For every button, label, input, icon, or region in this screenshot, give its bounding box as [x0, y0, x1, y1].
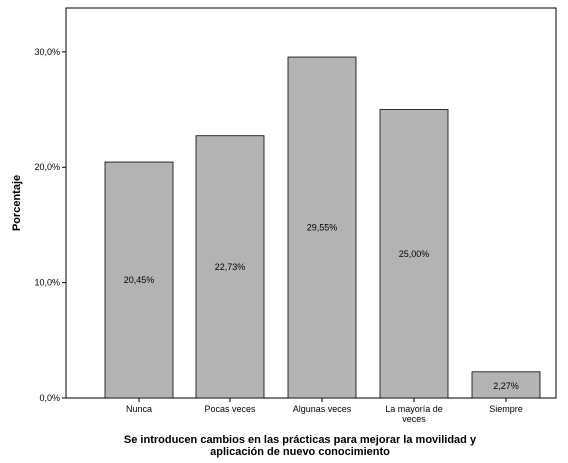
- bar-data-label: 20,45%: [124, 275, 155, 285]
- y-tick-label: 0,0%: [39, 393, 60, 403]
- y-tick-label: 10,0%: [34, 278, 60, 288]
- x-tick-label: Pocas veces: [204, 404, 256, 414]
- x-tick-label: La mayoría de veces: [385, 404, 443, 424]
- y-tick-label: 20,0%: [34, 162, 60, 172]
- y-tick-label: 30,0%: [34, 47, 60, 57]
- x-axis-categories: Nunca Pocas veces Algunas veces La mayoría …: [126, 398, 523, 424]
- y-axis: 0,0% 10,0% 20,0% 30,0%: [34, 47, 66, 403]
- x-tick-label: Nunca: [126, 404, 152, 414]
- bar: [379, 109, 449, 399]
- bar: [287, 56, 357, 399]
- x-tick-label: Siempre: [489, 404, 523, 414]
- bar: [104, 161, 174, 399]
- bar-data-label: 25,00%: [399, 249, 430, 259]
- x-axis-label: Se introducen cambios en las prácticas p…: [124, 434, 477, 458]
- bars: 20,45% 22,73% 29,55% 25,00% 2,27%: [104, 56, 541, 399]
- bar-data-label: 29,55%: [307, 223, 338, 233]
- y-axis-label: Porcentaje: [11, 175, 23, 231]
- bar-data-label: 22,73%: [215, 262, 246, 272]
- bar-data-label: 2,27%: [493, 381, 519, 391]
- bar: [471, 371, 541, 399]
- x-tick-label: Algunas veces: [293, 404, 352, 414]
